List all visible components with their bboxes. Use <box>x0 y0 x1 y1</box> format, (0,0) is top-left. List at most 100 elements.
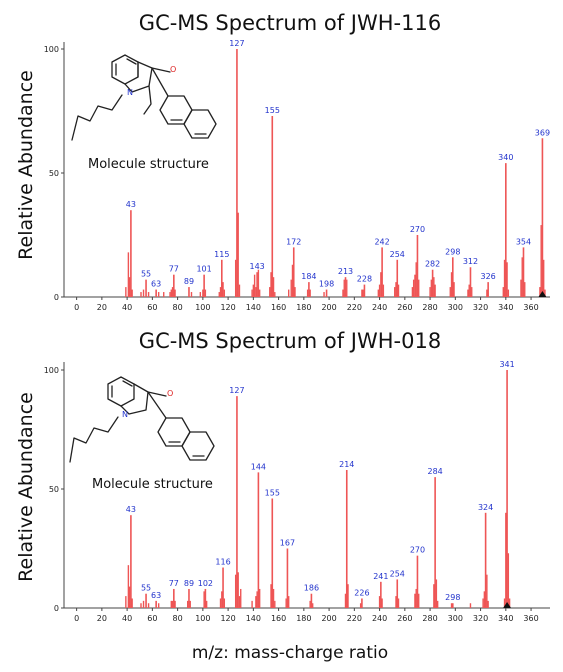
y-axis-label: Relative Abundance <box>15 392 37 582</box>
peak-label-55: 55 <box>141 584 151 593</box>
x-tick-label-100: 100 <box>195 303 210 312</box>
peak-label-115: 115 <box>214 250 229 259</box>
peak-label-198: 198 <box>319 280 334 289</box>
peak-label-254: 254 <box>390 569 405 578</box>
x-tick-label-0: 0 <box>74 614 79 623</box>
x-tick-label-160: 160 <box>271 303 286 312</box>
x-tick-label-180: 180 <box>296 303 311 312</box>
oxygen-atom: O <box>170 65 176 74</box>
x-tick-label-360: 360 <box>523 614 538 623</box>
x-tick-label-160: 160 <box>271 614 286 623</box>
y-tick-label-100: 100 <box>44 366 59 375</box>
peak-label-298: 298 <box>445 247 460 256</box>
x-tick-label-360: 360 <box>523 303 538 312</box>
x-tick-label-180: 180 <box>296 614 311 623</box>
chart-jwh-018: GC-MS Spectrum of JWH-018 Relative Abund… <box>15 329 550 623</box>
peak-label-155: 155 <box>265 489 280 498</box>
peak-label-254: 254 <box>390 250 405 259</box>
x-tick-label-220: 220 <box>347 303 362 312</box>
x-tick-label-280: 280 <box>422 614 437 623</box>
peak-label-242: 242 <box>374 237 389 246</box>
peak-label-354: 354 <box>516 237 531 246</box>
peak-label-324: 324 <box>478 503 493 512</box>
x-tick-label-120: 120 <box>220 303 235 312</box>
x-tick-label-240: 240 <box>372 614 387 623</box>
peak-label-228: 228 <box>357 275 372 284</box>
peak-label-63: 63 <box>151 591 161 600</box>
peak-label-89: 89 <box>184 579 194 588</box>
x-tick-label-340: 340 <box>498 303 513 312</box>
peak-label-77: 77 <box>169 265 179 274</box>
x-tick-label-120: 120 <box>220 614 235 623</box>
molecule-structure-jwh-116: N O Molecule structure <box>71 54 217 172</box>
x-tick-label-200: 200 <box>321 303 336 312</box>
structure-caption: Molecule structure <box>88 157 209 172</box>
x-tick-label-20: 20 <box>97 614 107 623</box>
peak-label-43: 43 <box>126 200 136 209</box>
nitrogen-atom: N <box>122 410 128 419</box>
x-tick-label-80: 80 <box>173 614 183 623</box>
peak-label-167: 167 <box>280 539 295 548</box>
y-tick-label-100: 100 <box>44 45 59 54</box>
peak-label-127: 127 <box>229 39 244 48</box>
peak-label-143: 143 <box>249 262 264 271</box>
peak-label-341: 341 <box>499 360 514 369</box>
y-axis-label: Relative Abundance <box>15 70 37 260</box>
peak-label-369: 369 <box>535 128 550 137</box>
peak-bars <box>130 370 508 608</box>
peak-label-326: 326 <box>481 272 496 281</box>
x-tick-label-140: 140 <box>246 303 261 312</box>
peak-label-101: 101 <box>196 265 211 274</box>
x-tick-label-0: 0 <box>74 303 79 312</box>
peak-label-55: 55 <box>141 270 151 279</box>
peak-label-284: 284 <box>427 467 442 476</box>
x-tick-label-240: 240 <box>372 303 387 312</box>
peak-label-184: 184 <box>301 272 316 281</box>
x-tick-label-60: 60 <box>147 303 157 312</box>
peak-label-43: 43 <box>126 505 136 514</box>
nitrogen-atom: N <box>127 88 133 97</box>
peak-label-270: 270 <box>410 546 425 555</box>
peak-label-340: 340 <box>498 153 513 162</box>
peak-label-77: 77 <box>169 579 179 588</box>
x-tick-label-280: 280 <box>422 303 437 312</box>
x-tick-label-320: 320 <box>473 303 488 312</box>
x-tick-label-200: 200 <box>321 614 336 623</box>
y-tick-label-0: 0 <box>54 604 59 613</box>
peak-label-155: 155 <box>265 106 280 115</box>
y-tick-label-50: 50 <box>49 485 59 494</box>
peak-label-102: 102 <box>198 579 213 588</box>
y-axis-ticks: 0 50 100 <box>44 366 64 613</box>
molecular-ion-marker <box>538 291 547 297</box>
x-tick-label-40: 40 <box>122 303 132 312</box>
x-tick-label-260: 260 <box>397 614 412 623</box>
peak-label-213: 213 <box>338 267 353 276</box>
x-tick-label-100: 100 <box>195 614 210 623</box>
x-tick-label-140: 140 <box>246 614 261 623</box>
peak-label-214: 214 <box>339 460 354 469</box>
x-tick-label-260: 260 <box>397 303 412 312</box>
molecule-structure-jwh-018: N O Molecule structure <box>69 376 215 492</box>
chart-title: GC-MS Spectrum of JWH-116 <box>139 11 441 35</box>
x-axis-ticks: 0 20 40 60 80 100 120 140 160 180 200 220 240 260 280 3… <box>74 297 539 312</box>
peak-label-116: 116 <box>215 558 230 567</box>
x-tick-label-320: 320 <box>473 614 488 623</box>
x-axis-ticks: 0 20 40 60 80 100 120 140 160 180 200 220 240 260 280 3… <box>74 608 539 623</box>
peak-label-270: 270 <box>410 225 425 234</box>
peak-label-127: 127 <box>229 386 244 395</box>
y-tick-label-50: 50 <box>49 169 59 178</box>
x-tick-label-340: 340 <box>498 614 513 623</box>
peak-label-298: 298 <box>445 593 460 602</box>
x-tick-label-300: 300 <box>448 614 463 623</box>
structure-caption: Molecule structure <box>92 477 213 492</box>
chart-title: GC-MS Spectrum of JWH-018 <box>139 329 441 353</box>
x-tick-label-220: 220 <box>347 614 362 623</box>
peak-label-226: 226 <box>354 588 369 597</box>
oxygen-atom: O <box>167 389 173 398</box>
molecular-ion-marker <box>503 602 512 608</box>
x-tick-label-80: 80 <box>173 303 183 312</box>
peak-label-63: 63 <box>151 280 161 289</box>
peak-label-241: 241 <box>373 572 388 581</box>
